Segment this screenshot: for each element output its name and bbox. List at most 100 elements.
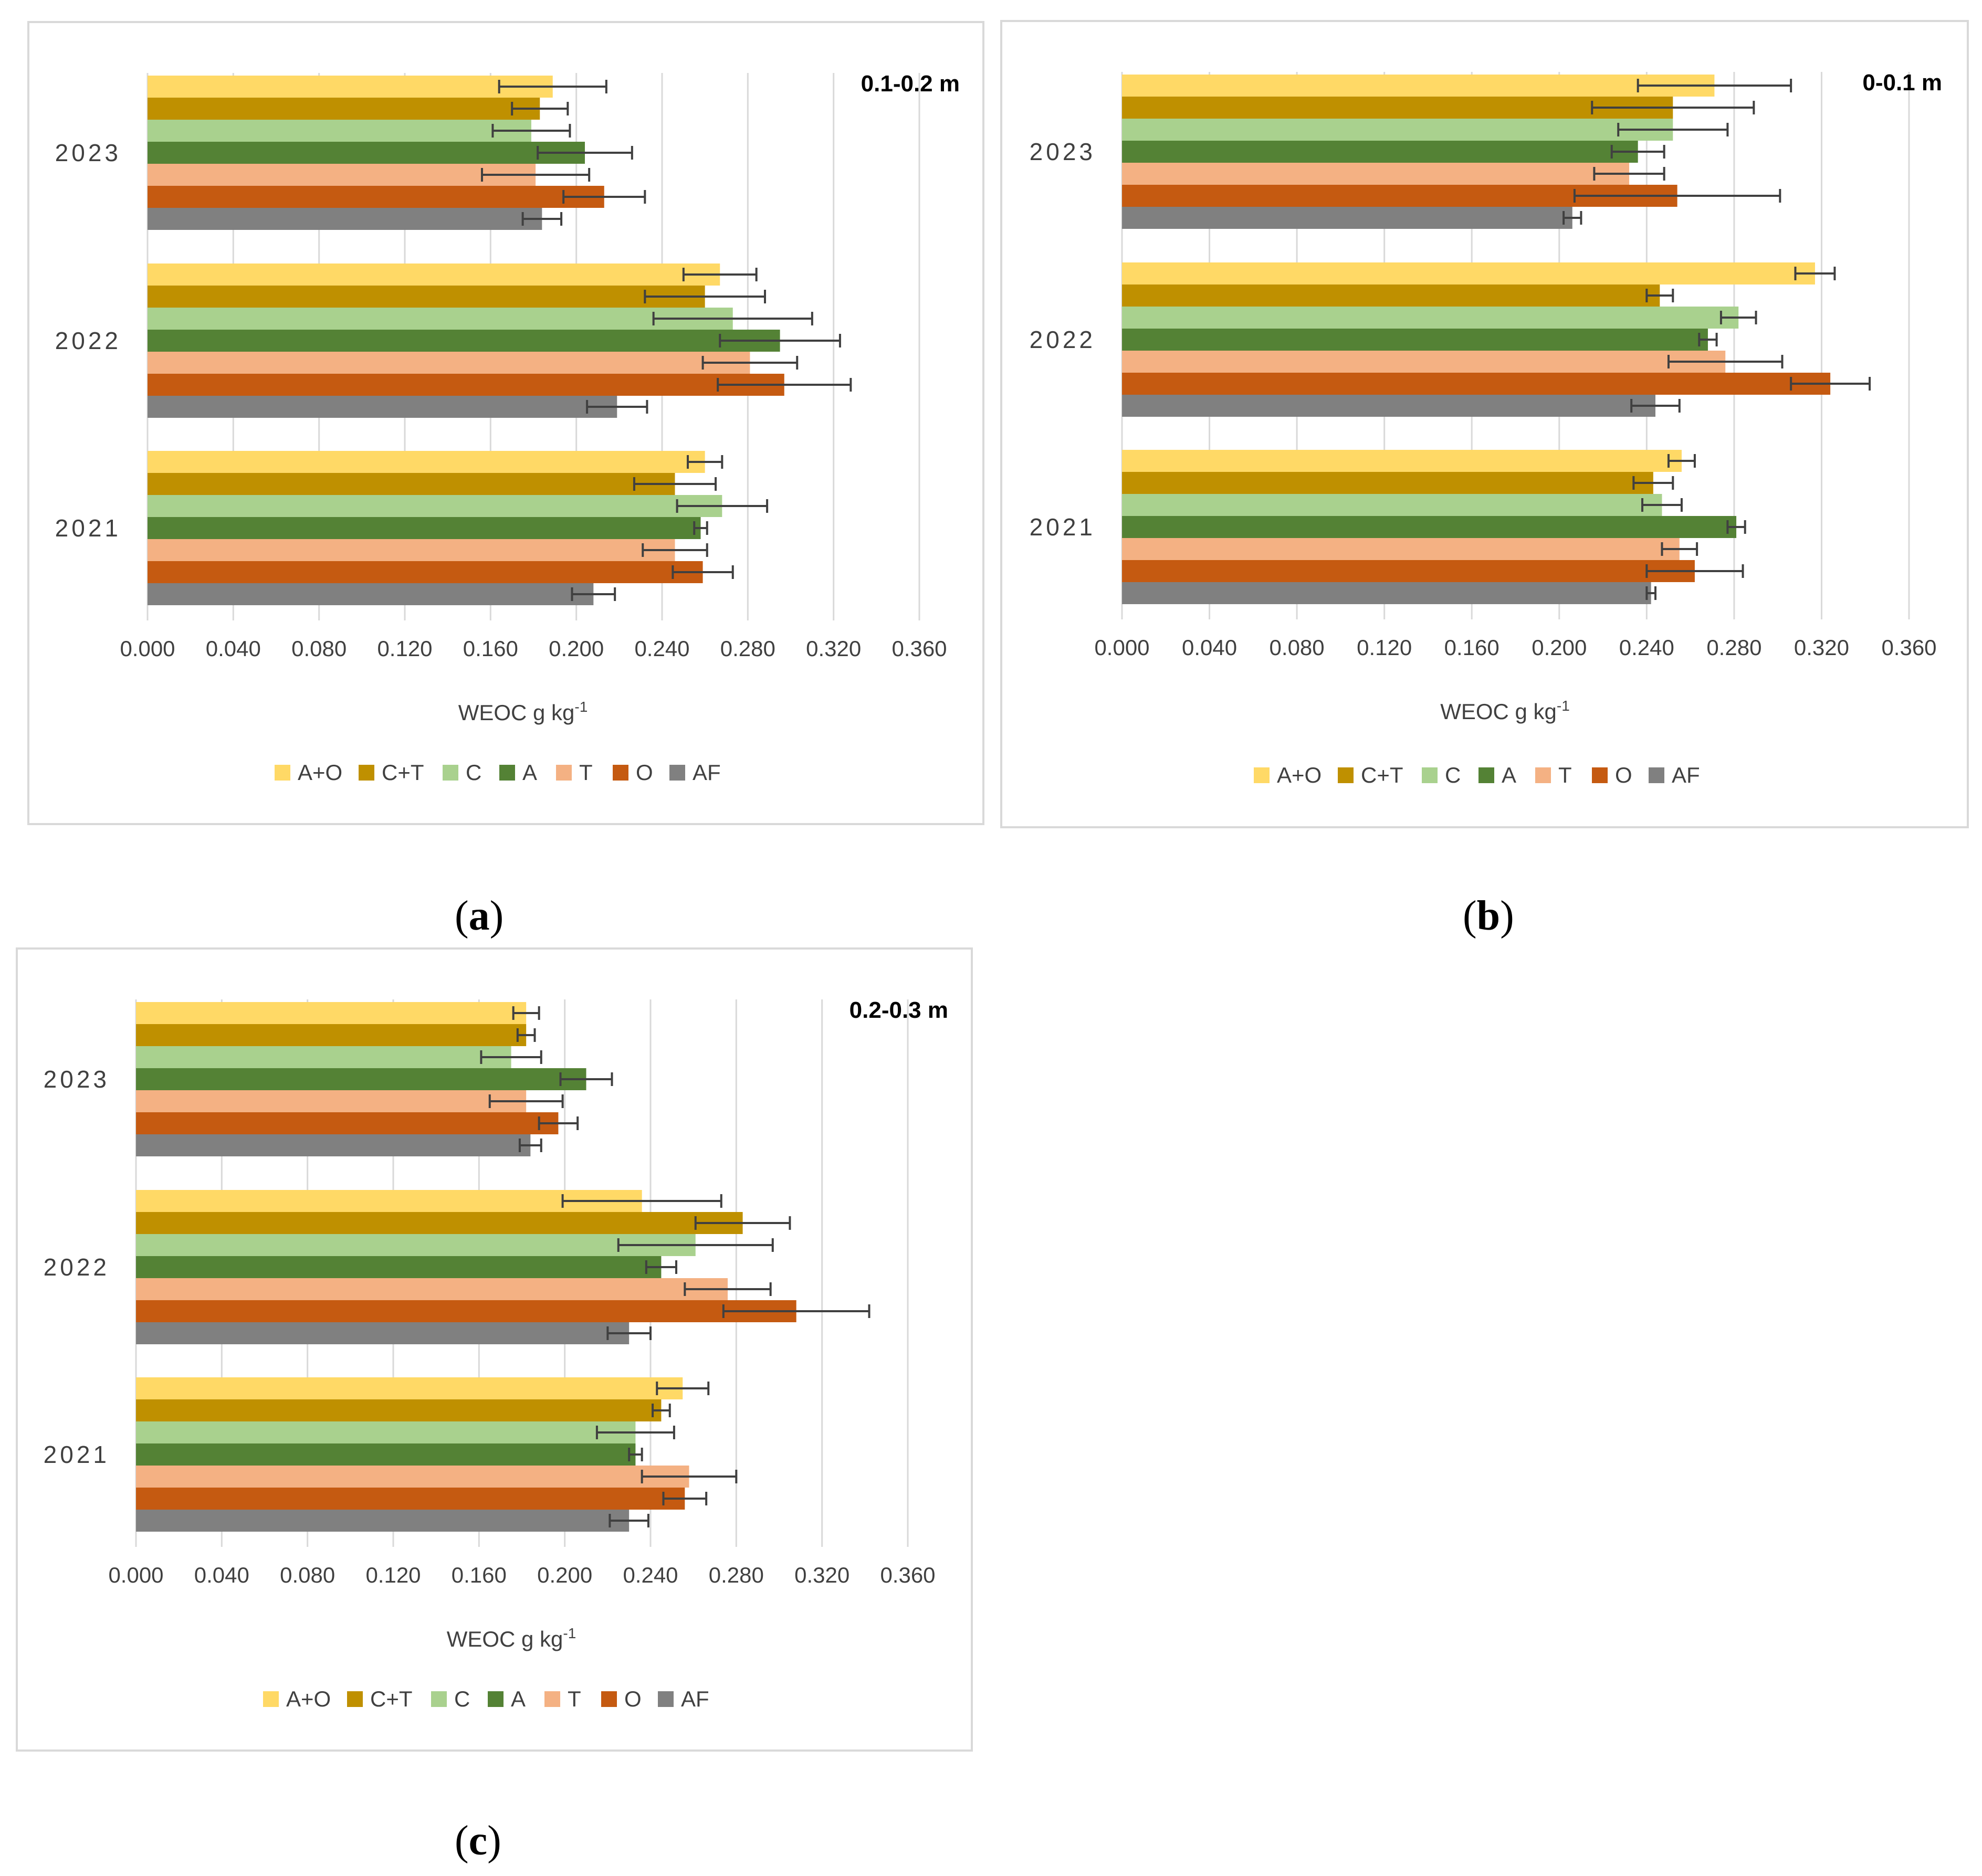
bar-2021-T xyxy=(136,1466,689,1488)
legend-swatch-C+T xyxy=(347,1691,363,1707)
legend-swatch-A xyxy=(488,1691,504,1707)
x-tick-label: 0.040 xyxy=(194,1563,249,1587)
x-axis-label: WEOC g kg-1 xyxy=(1440,698,1570,724)
legend-swatch-C+T xyxy=(359,765,374,781)
x-axis-label: WEOC g kg-1 xyxy=(447,1625,576,1651)
legend-label-A: A xyxy=(522,760,537,785)
x-axis-label-superscript: -1 xyxy=(574,699,588,715)
bar-2023-A xyxy=(136,1068,586,1090)
bar-2022-AF xyxy=(1122,395,1655,417)
bar-2023-AF xyxy=(136,1134,531,1156)
bar-2022-C xyxy=(136,1234,696,1256)
chart-svg-b: 2023 2022 2021 0.000 0.040 0.080 0.120 0.160 0.2… xyxy=(1030,70,1942,787)
x-tick-label: 0.200 xyxy=(549,636,604,661)
bar-2023-A+O xyxy=(136,1002,527,1024)
legend-swatch-A xyxy=(1478,767,1494,783)
chart-panel-b: 2023 2022 2021 0.000 0.040 0.080 0.120 0.160 0.2… xyxy=(1000,20,1969,828)
bar-2023-A xyxy=(1122,141,1638,163)
bar-2022-C+T xyxy=(148,286,705,308)
x-tick-label: 0.160 xyxy=(452,1563,507,1587)
legend-swatch-O xyxy=(613,765,628,781)
bar-2022-A xyxy=(1122,329,1708,351)
bar-2023-T xyxy=(148,164,536,186)
x-axis-label-text: WEOC g kg xyxy=(458,700,575,725)
legend-label-C: C xyxy=(1445,763,1461,787)
legend-label-A+O: A+O xyxy=(1277,763,1322,787)
bar-2021-C xyxy=(1122,494,1662,516)
legend-swatch-AF xyxy=(1649,767,1664,783)
bar-2023-C xyxy=(1122,119,1673,141)
bar-2021-AF xyxy=(136,1510,630,1532)
caption-b: (b) xyxy=(1463,893,1514,939)
x-tick-label: 0.000 xyxy=(1094,635,1149,660)
bar-2021-C xyxy=(136,1421,636,1443)
x-tick-label: 0.160 xyxy=(1444,635,1499,660)
legend-label-O: O xyxy=(624,1687,642,1711)
chart-svg-a: 2023 2022 2021 0.000 0.040 0.080 0.120 0.160 0.2… xyxy=(55,71,960,785)
bar-2021-A+O xyxy=(136,1377,683,1399)
legend-swatch-T xyxy=(544,1691,560,1707)
bar-2023-O xyxy=(148,186,604,208)
category-label: 2021 xyxy=(55,514,121,542)
x-tick-label: 0.120 xyxy=(1357,635,1412,660)
x-tick-label: 0.000 xyxy=(108,1563,163,1587)
legend-label-A+O: A+O xyxy=(286,1687,331,1711)
legend-label-A: A xyxy=(511,1687,526,1711)
x-tick-label: 0.040 xyxy=(1182,635,1237,660)
legend-swatch-T xyxy=(1535,767,1551,783)
x-tick-label: 0.080 xyxy=(280,1563,335,1587)
bar-2022-C xyxy=(1122,307,1739,329)
bar-2021-A+O xyxy=(1122,450,1682,472)
x-tick-label: 0.160 xyxy=(463,636,518,661)
bar-2023-AF xyxy=(1122,207,1572,229)
legend-label-T: T xyxy=(1558,763,1572,787)
x-tick-label: 0.320 xyxy=(1794,635,1849,660)
legend-label-T: T xyxy=(579,760,593,785)
legend-label-C+T: C+T xyxy=(1361,763,1403,787)
chart-panel-a: 2023 2022 2021 0.000 0.040 0.080 0.120 0.160 0.2… xyxy=(27,21,984,825)
bar-2021-O xyxy=(136,1488,685,1510)
bar-2023-C xyxy=(136,1046,511,1068)
legend-swatch-T xyxy=(556,765,572,781)
depth-label: 0.1-0.2 m xyxy=(861,71,960,97)
bar-2023-T xyxy=(136,1090,527,1112)
legend-swatch-AF xyxy=(658,1691,674,1707)
bar-2022-AF xyxy=(136,1322,630,1344)
legend-label-AF: AF xyxy=(681,1687,709,1711)
x-tick-label: 0.280 xyxy=(720,636,775,661)
x-axis-label: WEOC g kg-1 xyxy=(458,699,588,725)
bar-2022-O xyxy=(148,374,784,396)
category-label: 2022 xyxy=(1030,326,1096,353)
legend-swatch-A+O xyxy=(275,765,290,781)
category-label: 2021 xyxy=(44,1441,110,1468)
x-tick-label: 0.240 xyxy=(623,1563,678,1587)
legend-label-C+T: C+T xyxy=(382,760,424,785)
bar-2022-C+T xyxy=(1122,284,1660,307)
depth-label: 0.2-0.3 m xyxy=(850,997,948,1023)
legend-label-AF: AF xyxy=(693,760,721,785)
x-axis-label-superscript: -1 xyxy=(563,1625,576,1641)
legend-swatch-O xyxy=(601,1691,617,1707)
bar-2021-T xyxy=(1122,538,1680,560)
bar-2022-A xyxy=(148,330,780,352)
depth-label: 0-0.1 m xyxy=(1862,70,1942,96)
bar-2022-T xyxy=(136,1278,728,1300)
bar-2023-AF xyxy=(148,208,542,230)
x-tick-label: 0.200 xyxy=(1532,635,1587,660)
legend-label-O: O xyxy=(1615,763,1632,787)
x-tick-label: 0.360 xyxy=(1881,635,1936,660)
bar-2021-AF xyxy=(1122,582,1651,604)
chart-svg-c: 2023 2022 2021 0.000 0.040 0.080 0.120 0.160 0.2… xyxy=(44,997,948,1711)
bar-2022-O xyxy=(1122,373,1831,395)
x-tick-label: 0.360 xyxy=(880,1563,935,1587)
bar-2022-AF xyxy=(148,396,617,418)
x-tick-label: 0.280 xyxy=(1706,635,1761,660)
legend-label-C: C xyxy=(466,760,481,785)
x-tick-label: 0.120 xyxy=(377,636,432,661)
bar-2021-AF xyxy=(148,583,594,605)
caption-a: (a) xyxy=(455,893,504,939)
bar-2021-A xyxy=(148,517,701,539)
bar-2022-A+O xyxy=(136,1190,642,1212)
chart-panel-c: 2023 2022 2021 0.000 0.040 0.080 0.120 0.160 0.2… xyxy=(16,947,973,1752)
legend-label-AF: AF xyxy=(1672,763,1700,787)
